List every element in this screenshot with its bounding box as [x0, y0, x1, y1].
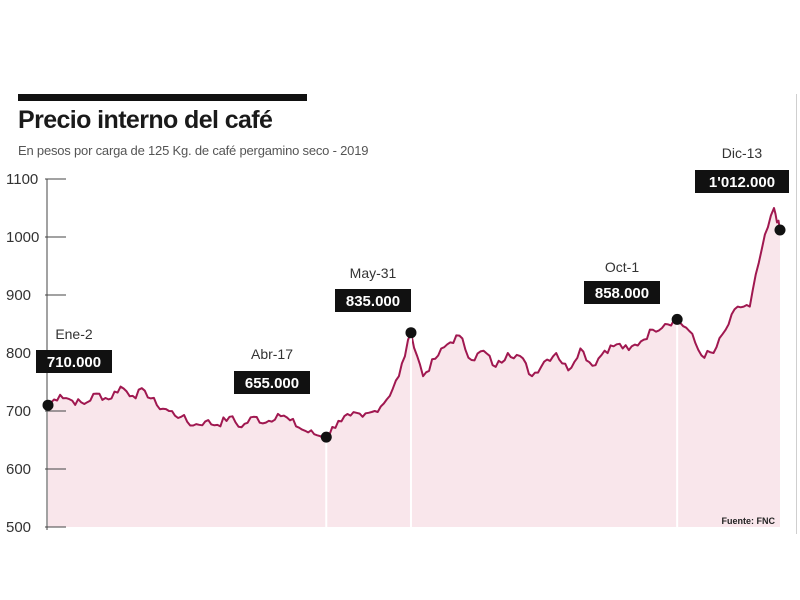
- line-layer: [47, 207, 781, 440]
- annotation-value-label: 655.000: [245, 375, 299, 392]
- annotation-value-box: [695, 170, 789, 193]
- area-layer: [48, 208, 780, 527]
- source-note: Fuente: FNC: [722, 516, 776, 526]
- annotation-date-label: Ene-2: [55, 326, 93, 342]
- annotation-marker: [774, 224, 786, 236]
- y-axis: 500 600 700 800 900 1000 1100: [6, 171, 66, 536]
- y-tick-label: 1000: [6, 229, 39, 246]
- annotation-marker: [671, 313, 683, 325]
- price-line: [47, 207, 781, 440]
- annotation-value-box: [234, 371, 310, 394]
- chart-subtitle: En pesos por carga de 125 Kg. de café pe…: [18, 143, 369, 158]
- annotation-value-label: 1'012.000: [709, 174, 775, 191]
- y-tick-label: 600: [6, 461, 31, 478]
- right-border-rule: [796, 94, 797, 534]
- y-tick-label: 1100: [6, 171, 38, 188]
- annotation-value-label: 835.000: [346, 293, 400, 310]
- annotation-date-label: Oct-1: [605, 259, 639, 275]
- annotation-value-box: [335, 289, 411, 312]
- annotation-markers: [42, 224, 786, 443]
- chart-title: Precio interno del café: [18, 106, 273, 134]
- y-tick-label: 900: [6, 287, 31, 304]
- annotation-marker: [405, 327, 417, 339]
- annotation-value-label: 710.000: [47, 354, 101, 371]
- y-tick-label: 800: [6, 345, 31, 362]
- annotation-value-box: [584, 281, 660, 304]
- annotation-value-label: 858.000: [595, 285, 649, 302]
- annotation-value-box: [36, 350, 112, 373]
- annotation-labels: Ene-2 710.000 Abr-17 655.000 May-31 835.000 Oc…: [36, 145, 789, 394]
- annotation-marker: [320, 431, 332, 443]
- annotation-guides: [325, 319, 679, 527]
- title-accent-bar: [18, 94, 307, 101]
- annotation-marker: [42, 399, 54, 411]
- annotation-date-label: Abr-17: [251, 346, 293, 362]
- price-area-fill: [48, 208, 780, 527]
- y-tick-label: 700: [6, 403, 31, 420]
- y-tick-label: 500: [6, 519, 31, 536]
- annotation-date-label: Dic-13: [722, 145, 763, 161]
- annotation-date-label: May-31: [350, 265, 397, 281]
